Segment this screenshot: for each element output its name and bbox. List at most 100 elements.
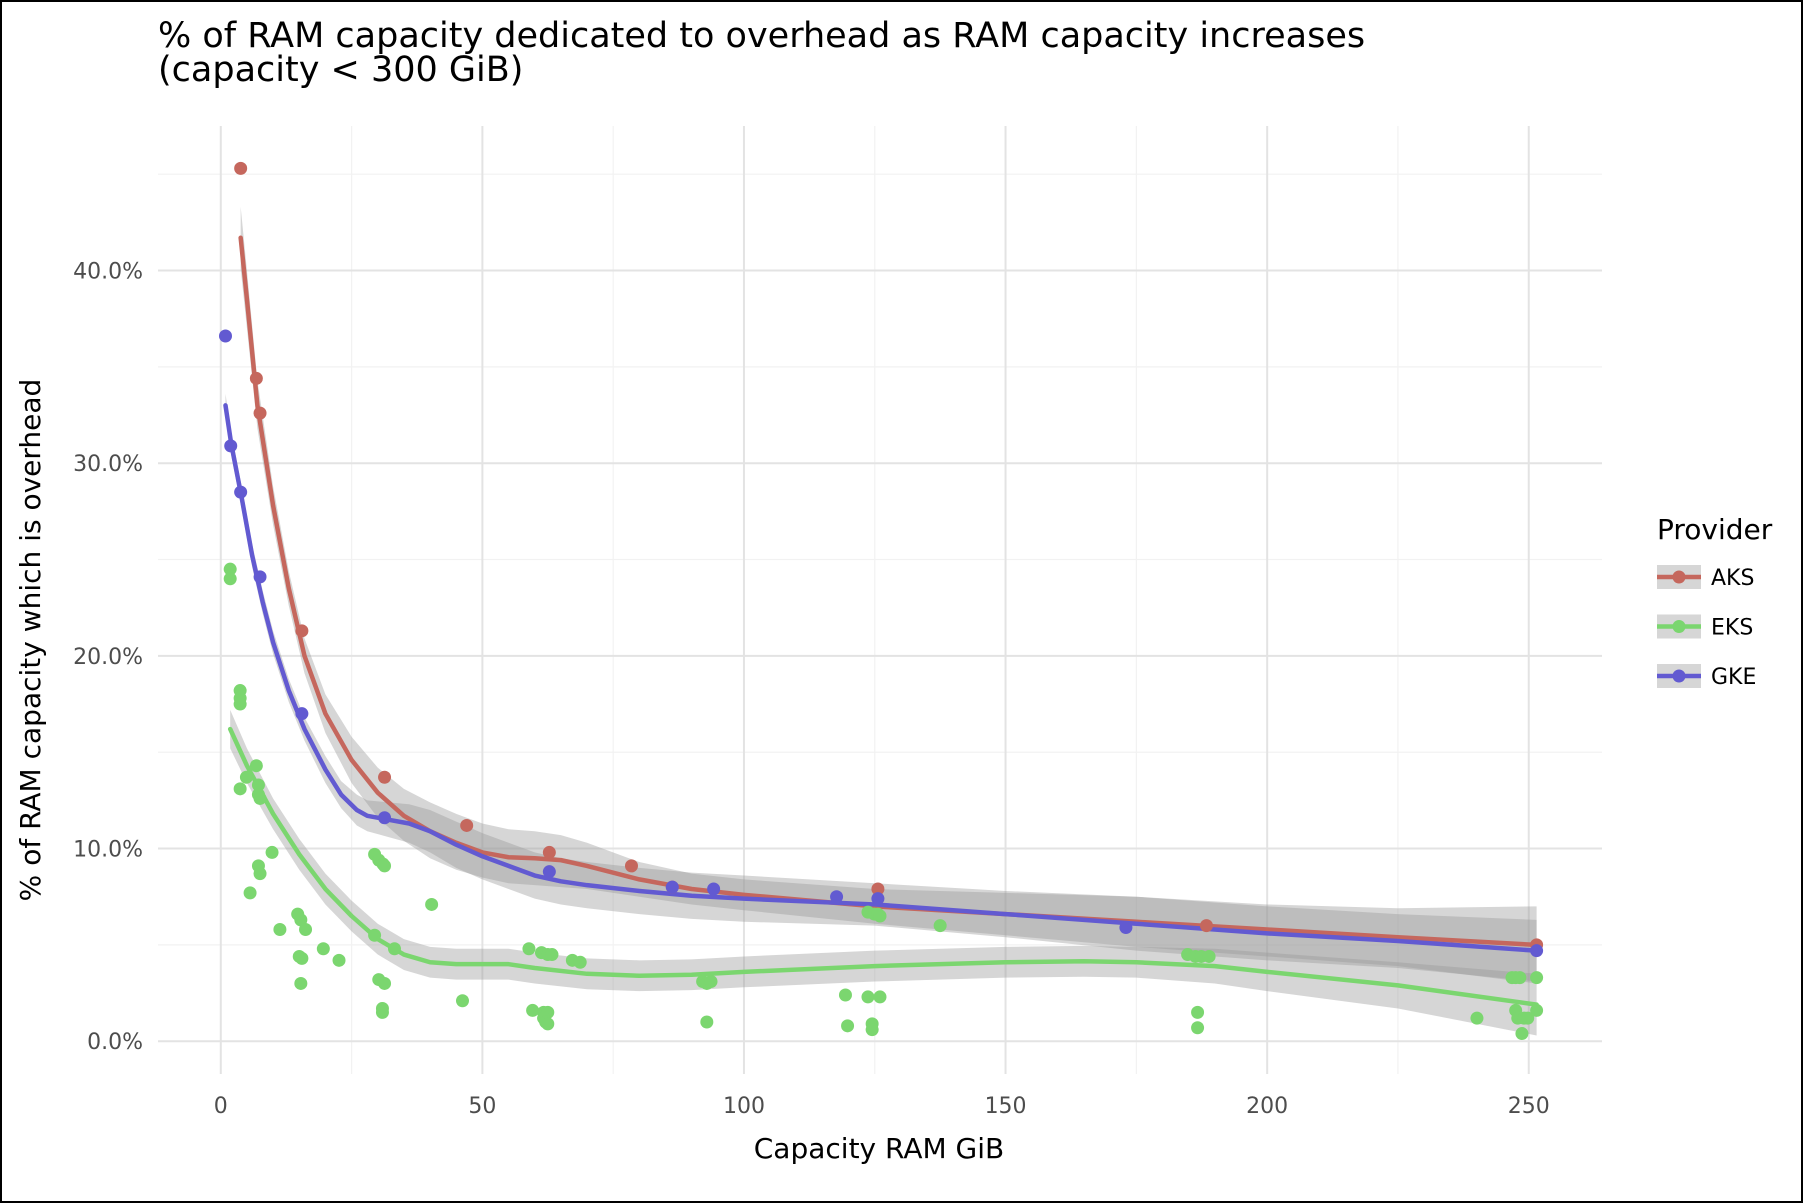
eks-point	[223, 572, 237, 586]
eks-point	[295, 951, 309, 965]
y-tick-label: 30.0%	[73, 452, 143, 477]
gke-trend-line	[223, 403, 1539, 953]
eks-point	[541, 1017, 555, 1031]
y-tick-label: 20.0%	[73, 645, 143, 670]
legend-key-gke-point	[1672, 669, 1686, 683]
eks-point	[294, 913, 308, 927]
chart-title-line-1: % of RAM capacity dedicated to overhead …	[158, 16, 1365, 56]
eks-point	[378, 976, 392, 990]
eks-point	[573, 955, 587, 969]
eks-point	[873, 990, 887, 1004]
x-axis-tick-labels: 0 50 100 150 200 250	[214, 1094, 1550, 1119]
eks-point	[865, 1023, 879, 1037]
legend-title: Provider	[1657, 513, 1773, 546]
eks-point	[332, 953, 346, 967]
gke-point	[224, 439, 238, 453]
x-tick-label: 50	[468, 1094, 496, 1119]
y-tick-label: 10.0%	[73, 838, 143, 863]
gke-point	[871, 892, 885, 906]
aks-point	[542, 845, 556, 859]
eks-point	[243, 886, 257, 900]
gke-point	[707, 882, 721, 896]
eks-confidence-band	[230, 709, 1537, 1036]
eks-point	[1191, 1021, 1205, 1035]
trend-lines	[223, 235, 1539, 1007]
aks-point	[378, 770, 392, 784]
eks-point	[239, 770, 253, 784]
gke-confidence-band	[225, 393, 1537, 982]
eks-point	[425, 897, 439, 911]
x-tick-label: 250	[1508, 1094, 1550, 1119]
eks-trend-line	[227, 726, 1539, 1007]
eks-point	[841, 1019, 855, 1033]
x-tick-label: 200	[1246, 1094, 1288, 1119]
eks-point	[838, 988, 852, 1002]
eks-point	[294, 976, 308, 990]
aks-point	[249, 371, 263, 385]
eks-point	[233, 697, 247, 711]
x-tick-label: 0	[214, 1094, 228, 1119]
gke-point	[830, 890, 844, 904]
eks-point	[251, 778, 265, 792]
gke-point	[1530, 944, 1544, 958]
chart-title-line-2: (capacity < 300 GiB)	[158, 50, 523, 90]
y-tick-label: 40.0%	[73, 260, 143, 285]
aks-point	[460, 818, 474, 832]
aks-point	[624, 859, 638, 873]
eks-point	[316, 942, 330, 956]
aks-point	[1199, 919, 1213, 933]
eks-point	[1202, 949, 1216, 963]
aks-point	[234, 161, 248, 175]
eks-point	[700, 1015, 714, 1029]
legend: Provider AKS EKS GKE	[1657, 513, 1773, 690]
aks-point	[295, 624, 309, 638]
legend-label-gke: GKE	[1711, 665, 1756, 690]
eks-point	[249, 759, 263, 773]
eks-point	[378, 859, 392, 873]
eks-point	[1530, 1003, 1544, 1017]
eks-point	[368, 928, 382, 942]
gke-point	[253, 570, 267, 584]
legend-label-eks: EKS	[1711, 616, 1753, 641]
legend-label-aks: AKS	[1711, 566, 1754, 591]
aks-confidence-band	[240, 206, 1537, 984]
eks-point	[522, 942, 536, 956]
y-axis-title: % of RAM capacity which is overhead	[14, 379, 47, 902]
data-points	[218, 161, 1544, 1041]
aks-point	[871, 882, 885, 896]
eks-point	[1191, 1005, 1205, 1019]
gke-point	[295, 707, 309, 721]
eks-point	[933, 919, 947, 933]
eks-point	[873, 909, 887, 923]
eks-point	[1470, 1011, 1484, 1025]
y-axis-tick-labels: 0.0% 10.0% 20.0% 30.0% 40.0%	[73, 260, 143, 1056]
eks-point	[1521, 1011, 1535, 1025]
eks-point	[455, 994, 469, 1008]
eks-point	[526, 1003, 540, 1017]
eks-point	[861, 990, 875, 1004]
eks-point	[223, 562, 237, 576]
aks-point	[253, 406, 267, 420]
x-tick-label: 150	[985, 1094, 1027, 1119]
eks-point	[704, 975, 718, 989]
eks-point	[1515, 1027, 1529, 1041]
y-tick-label: 0.0%	[87, 1030, 143, 1055]
eks-point	[265, 845, 279, 859]
x-tick-label: 100	[723, 1094, 765, 1119]
gke-point	[234, 485, 248, 499]
eks-point	[273, 922, 287, 936]
gke-point	[542, 865, 556, 879]
gke-point	[665, 880, 679, 894]
eks-point	[387, 942, 401, 956]
legend-key-aks-point	[1672, 570, 1686, 584]
eks-point	[375, 1005, 389, 1019]
x-axis-title: Capacity RAM GiB	[754, 1132, 1004, 1165]
eks-point	[1513, 971, 1527, 985]
gke-point	[378, 811, 392, 825]
eks-point	[299, 922, 313, 936]
eks-point	[233, 782, 247, 796]
eks-point	[1530, 971, 1544, 985]
eks-point	[545, 948, 559, 962]
